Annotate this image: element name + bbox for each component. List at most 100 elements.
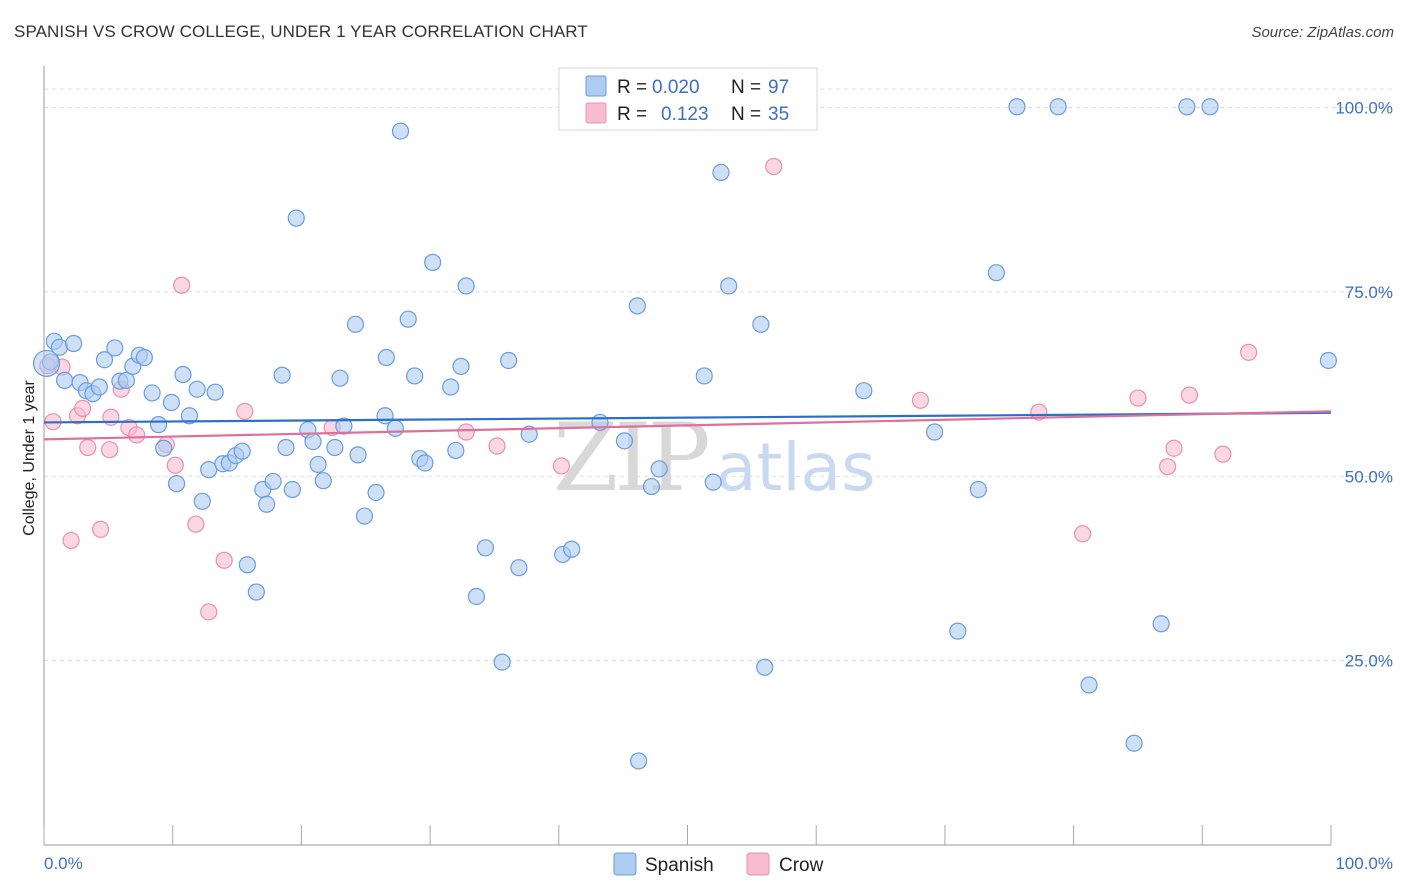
crow-point bbox=[457, 423, 475, 441]
crow-point bbox=[128, 426, 146, 444]
spanish-point bbox=[106, 339, 124, 357]
spanish-point bbox=[855, 382, 873, 400]
legend-r-value-spanish: 0.020 bbox=[652, 77, 700, 98]
legend-n-value-crow: 35 bbox=[768, 104, 789, 125]
crow-point bbox=[187, 515, 205, 533]
y-tick-label: 100.0% bbox=[1335, 99, 1393, 118]
spanish-point bbox=[180, 407, 199, 425]
spanish-point bbox=[283, 480, 301, 499]
legend-r-label-spanish: R = bbox=[617, 77, 647, 98]
spanish-point bbox=[188, 380, 206, 398]
spanish-point bbox=[155, 439, 173, 457]
crow-point bbox=[1158, 458, 1177, 476]
spanish-point bbox=[563, 540, 581, 558]
trendlines bbox=[43, 410, 1332, 441]
crow-trendline bbox=[43, 410, 1332, 441]
crow-point bbox=[215, 551, 233, 569]
crow-point bbox=[765, 157, 783, 176]
spanish-point bbox=[377, 348, 395, 367]
spanish-point bbox=[162, 393, 181, 412]
spanish-point bbox=[704, 473, 722, 491]
spanish-point bbox=[174, 365, 192, 384]
spanish-point bbox=[287, 209, 305, 227]
crow-point bbox=[236, 402, 254, 420]
spanish-point bbox=[500, 351, 518, 370]
spanish-point bbox=[457, 277, 475, 295]
spanish-point bbox=[642, 477, 661, 496]
y-tick-label: 50.0% bbox=[1345, 467, 1393, 486]
watermark-atlas: atlas bbox=[716, 429, 876, 506]
spanish-point bbox=[238, 556, 256, 574]
spanish-point bbox=[309, 455, 327, 474]
spanish-point bbox=[1125, 734, 1143, 752]
spanish-trendline bbox=[43, 411, 1332, 424]
crow-point bbox=[1214, 445, 1232, 463]
spanish-point bbox=[167, 475, 186, 493]
bottom-legend: Spanish Crow bbox=[613, 852, 824, 876]
spanish-point bbox=[949, 622, 967, 640]
crow-point bbox=[1180, 386, 1199, 404]
legend-n-label-crow: N = bbox=[731, 104, 761, 125]
crow-point bbox=[911, 391, 930, 409]
spanish-point bbox=[349, 446, 367, 464]
crow-point bbox=[74, 399, 92, 417]
crow-point bbox=[62, 531, 80, 550]
spanish-point bbox=[399, 310, 417, 328]
x-tick-label-max: 100.0% bbox=[1335, 854, 1393, 873]
spanish-point bbox=[1201, 98, 1219, 116]
y-tick-label: 75.0% bbox=[1345, 283, 1393, 302]
spanish-point bbox=[629, 752, 648, 770]
legend-n-label-spanish: N = bbox=[731, 77, 761, 98]
x-ticks bbox=[43, 825, 1332, 845]
crow-point bbox=[1165, 439, 1183, 457]
spanish-point bbox=[391, 122, 410, 140]
spanish-point bbox=[476, 539, 495, 557]
spanish-point bbox=[326, 438, 344, 457]
spanish-point bbox=[1178, 98, 1196, 116]
crow-point bbox=[1129, 389, 1147, 407]
spanish-point bbox=[331, 369, 349, 387]
spanish-point bbox=[264, 472, 282, 491]
spanish-point bbox=[442, 378, 460, 396]
spanish-point-cluster bbox=[32, 349, 61, 378]
spanish-point bbox=[117, 371, 135, 389]
spanish-point bbox=[493, 653, 511, 671]
spanish-point bbox=[143, 384, 161, 402]
crow-point bbox=[166, 456, 184, 474]
spanish-point bbox=[424, 253, 442, 271]
spanish-point bbox=[926, 423, 944, 441]
crow-point bbox=[200, 603, 218, 621]
spanish-point bbox=[720, 277, 738, 295]
spanish-point bbox=[65, 334, 83, 353]
bottom-legend-label-spanish: Spanish bbox=[645, 855, 714, 876]
spanish-point bbox=[277, 438, 295, 457]
crow-point bbox=[1074, 525, 1092, 543]
spanish-point bbox=[695, 367, 713, 385]
spanish-point bbox=[258, 495, 276, 513]
spanish-point bbox=[628, 297, 646, 315]
spanish-point bbox=[467, 587, 486, 606]
spanish-point bbox=[95, 351, 114, 369]
spanish-point bbox=[510, 559, 528, 577]
spanish-point bbox=[90, 378, 108, 396]
spanish-point bbox=[987, 264, 1005, 282]
spanish-point bbox=[452, 357, 470, 375]
y-tick-label: 25.0% bbox=[1345, 652, 1393, 671]
y-axis-title: College, Under 1 year bbox=[21, 380, 38, 536]
spanish-point bbox=[304, 432, 322, 451]
spanish-point bbox=[752, 315, 770, 333]
spanish-point bbox=[386, 419, 404, 437]
chart-title: SPANISH VS CROW COLLEGE, UNDER 1 YEAR CO… bbox=[14, 22, 588, 41]
spanish-point bbox=[346, 315, 365, 333]
legend-swatch-crow bbox=[585, 102, 607, 124]
spanish-point bbox=[615, 432, 634, 450]
spanish-point bbox=[273, 366, 291, 384]
bottom-legend-swatch-crow bbox=[746, 852, 770, 876]
crow-point bbox=[1240, 343, 1258, 361]
spanish-point bbox=[314, 472, 332, 490]
spanish-point bbox=[233, 442, 251, 460]
bottom-legend-label-crow: Crow bbox=[779, 855, 824, 876]
spanish-point bbox=[520, 425, 538, 443]
spanish-point bbox=[712, 163, 730, 181]
